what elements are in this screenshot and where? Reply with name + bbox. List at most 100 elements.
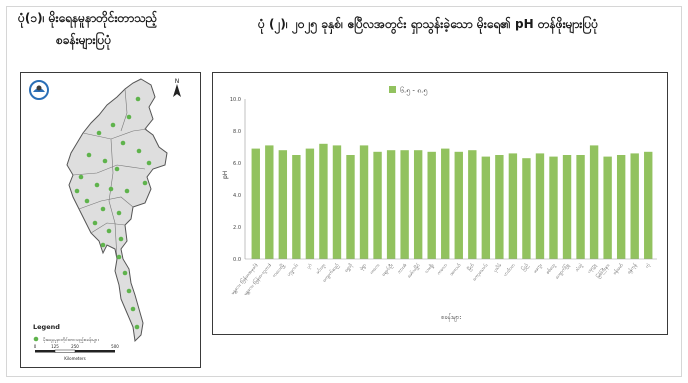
north-arrow-icon: N [173,78,181,97]
map-title-line1: ပုံ(၁)၊ မိုးရေနမူနာတိုင်းတာသည့် [18,11,158,25]
x-tick-label: စစ်တွေ [545,262,558,275]
station-dot [94,182,100,188]
x-tick-label: ထားဝယ် [449,262,463,277]
bar [278,150,288,259]
x-tick-label: ဟုမ္မလင်း [286,262,300,277]
x-tick-label: မုံရွာ [358,262,367,271]
legend-label: ၆.၅ - ၈.၅ [400,87,427,96]
scale-label-2: 250 [71,344,79,349]
bar [616,155,626,259]
y-tick-label: 0.0 [233,257,241,263]
x-tick-label: ကလော [437,263,449,276]
y-axis-label: pH [222,171,229,179]
x-tick-label: ပုသိမ် [492,262,503,273]
bar [589,145,599,259]
x-tick-label: ကဲ့ [644,262,652,270]
station-dot [106,228,112,234]
x-axis-label: စခန်းများ [441,313,461,322]
x-tick-label: မြစ်ကြီးနား [595,262,612,280]
station-dot [120,140,126,146]
y-tick-label: 4.0 [233,193,241,199]
station-dot [134,324,140,330]
scale-bar: 0 125 250 500 Kilometers [34,344,120,361]
station-dot [92,220,98,226]
logo-icon [29,80,49,100]
ph-bar-chart: ၆.၅ - ၈.၅ 0.0 2.0 4.0 6.0 8.0 10.0 မန္တလေး (မ… [222,86,657,322]
bar [468,150,477,259]
station-dot [100,242,106,248]
x-tick-label: ပခုက္ကူ [587,263,598,275]
station-dot [116,210,122,216]
station-dot [124,188,130,194]
myanmar-map: N [29,78,181,361]
station-dot [142,180,148,186]
x-tick-label: မကွေး [533,263,544,274]
chart-legend: ၆.၅ - ၈.၅ [389,86,427,96]
station-dot [122,270,128,276]
x-tick-label: ကျောက်ဖြူ [553,261,571,280]
bar [495,155,504,259]
station-dot [84,198,90,204]
x-tick-label: သံတွဲ [574,262,585,273]
x-tick-label: ချောင်းဦး [381,262,395,277]
x-tick-label: ကလေးမြို့ [271,261,287,279]
station-dot [102,158,108,164]
x-tick-label: ပုဂံ [306,262,314,270]
station-dot [74,188,80,194]
map-panel: N [20,72,201,368]
station-dot [146,160,152,166]
station-dot [78,174,84,180]
x-tick-label: ရန်ကုန် [626,262,639,275]
legend-station-icon [33,336,39,342]
station-dot [108,186,114,192]
station-dot [114,166,120,172]
bar [265,145,274,259]
map-title: ပုံ(၁)၊ မိုးရေနမူနာတိုင်းတာသည့် စခန်းမျာ… [18,10,218,47]
x-tick-label: မြိတ် [466,261,477,272]
station-dot [130,306,136,312]
bar [508,153,518,259]
bar [292,155,301,259]
bar [441,148,450,259]
x-axis-labels: မန္တလေး (မြန်မာအမှတ်)မန္တလေး (မြန်မာ-ဘူတ… [229,261,652,297]
scale-label-0: 0 [34,344,37,349]
bar [535,153,545,259]
bar [413,150,423,259]
division-lines [72,88,148,260]
bar [400,150,409,259]
bar [644,151,653,259]
station-dot [86,152,92,158]
y-tick-label: 10.0 [230,97,241,103]
station-points [74,96,152,330]
y-axis: 0.0 2.0 4.0 6.0 8.0 10.0 [230,97,241,263]
bar [251,148,260,259]
x-tick-label: ဗန်းမော် [612,262,625,276]
bar [346,155,355,259]
scale-unit: Kilometers [64,356,85,361]
station-dot [116,254,122,260]
y-tick-label: 6.0 [233,161,241,167]
bar [359,145,369,259]
station-dot [118,236,124,242]
bar [630,153,639,259]
bar [373,151,382,259]
bar [319,143,328,259]
bar [549,156,558,259]
bar [305,148,315,259]
bar [386,150,396,259]
x-tick-label: မော်လမြိုင် [405,261,422,279]
chart-panel: ၆.၅ - ၈.၅ 0.0 2.0 4.0 6.0 8.0 10.0 မန္တလေး (မ… [212,72,668,335]
legend-item: မိုးရေနမူနာတိုင်းတာသည့်စခန်းများ [43,337,99,343]
chart-title: ပုံ (၂)၊ ၂၀၂၅ ခုနှစ်၊ ဧပြီလအတွင်း ရှာသွန… [258,17,599,31]
x-tick-label: ဘားအံ [396,262,408,275]
scale-label-3: 500 [111,344,119,349]
bar [332,145,342,259]
station-dot [110,122,116,128]
bars [251,143,653,259]
station-dot [126,114,132,120]
bar [576,155,585,259]
station-dot [100,206,106,212]
bar [562,155,572,259]
x-tick-label: လားရှိုး [424,262,436,274]
bar [481,156,491,259]
